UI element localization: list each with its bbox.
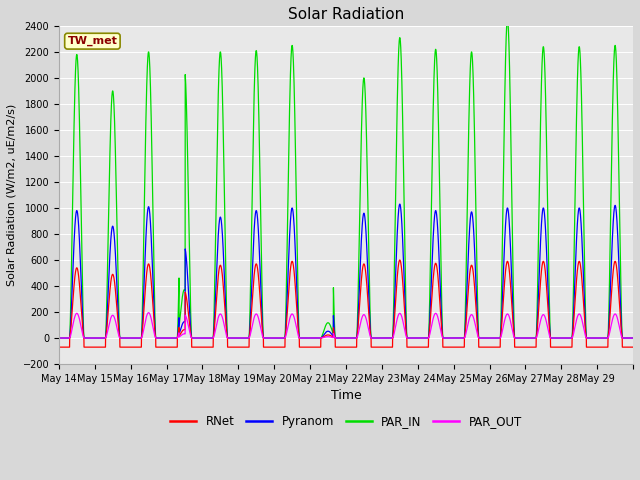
PAR_IN [547,335,554,341]
Pyranom [532,335,540,341]
Pyranom [174,331,182,336]
Pyranom [629,335,637,341]
Pyranom [55,335,63,341]
Line: PAR_OUT: PAR_OUT [59,312,633,338]
PAR_OUT [398,315,406,321]
PAR_OUT [532,335,540,341]
PAR_OUT [629,335,637,341]
PAR_OUT [367,335,375,341]
RNet [367,344,375,350]
RNet [396,257,404,263]
Pyranom [547,335,554,341]
Line: Pyranom: Pyranom [59,204,633,338]
PAR_IN [504,17,511,23]
Pyranom [398,228,406,234]
PAR_OUT [145,310,152,315]
PAR_IN [367,335,375,341]
Title: Solar Radiation: Solar Radiation [288,7,404,22]
RNet [547,344,554,350]
RNet [629,344,637,350]
PAR_IN [55,335,63,341]
RNet [532,344,540,350]
PAR_IN [504,16,511,22]
PAR_OUT [174,334,182,339]
Text: TW_met: TW_met [67,36,117,46]
Line: PAR_IN: PAR_IN [59,19,633,338]
Y-axis label: Solar Radiation (W/m2, uE/m2/s): Solar Radiation (W/m2, uE/m2/s) [7,104,17,286]
Pyranom [504,205,511,211]
PAR_IN [398,90,406,96]
Line: RNet: RNet [59,260,633,347]
PAR_OUT [55,335,63,341]
PAR_OUT [547,335,554,341]
RNet [174,333,182,339]
PAR_IN [532,335,540,341]
Pyranom [396,201,404,207]
PAR_OUT [504,311,511,317]
RNet [55,344,63,350]
PAR_IN [174,323,182,328]
RNet [398,273,406,278]
X-axis label: Time: Time [331,389,362,402]
Legend: RNet, Pyranom, PAR_IN, PAR_OUT: RNet, Pyranom, PAR_IN, PAR_OUT [165,410,527,432]
Pyranom [367,335,375,341]
RNet [504,259,511,264]
PAR_IN [629,335,637,341]
